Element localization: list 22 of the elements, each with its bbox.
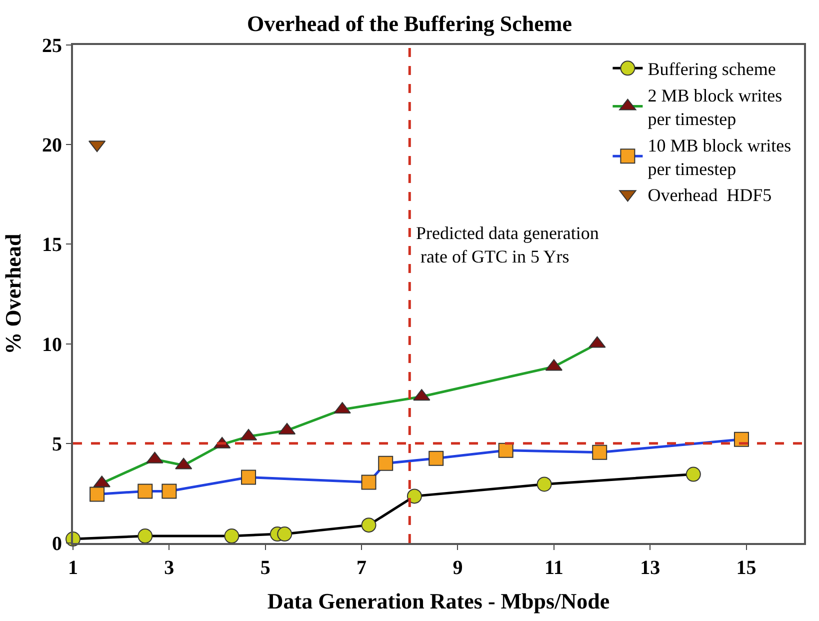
x-tick-label: 5 (260, 557, 270, 579)
x-tick-label: 11 (544, 557, 564, 579)
chart-title: Overhead of the Buffering Scheme (246, 10, 572, 36)
y-tick-label: 20 (42, 134, 62, 157)
y-axis-title: % Overhead (0, 234, 26, 354)
x-tick-label: 9 (452, 557, 463, 579)
y-tick-label: 10 (42, 334, 62, 356)
legend-label: Buffering scheme (648, 59, 776, 80)
y-tick-label: 25 (42, 35, 62, 57)
y-tick-label: 15 (42, 234, 62, 256)
x-tick-label: 15 (736, 557, 756, 579)
legend-label: 2 MB block writes per timestep (648, 86, 782, 129)
ref-line-label: Predicted data generation rate of GTC in 5 Yrs (416, 223, 599, 266)
y-tick-label: 0 (52, 533, 62, 555)
y-tick-label: 5 (52, 433, 62, 456)
x-tick-label: 13 (640, 557, 660, 579)
x-axis-title: Data Generation Rates - Mbps/Node (267, 588, 610, 614)
x-tick-label: 7 (356, 557, 367, 579)
x-tick-label: 1 (68, 557, 78, 579)
x-tick-label: 3 (164, 557, 174, 579)
legend-label: 10 MB block writes per timestep (648, 135, 792, 179)
legend-label: Overhead HDF5 (648, 185, 772, 206)
